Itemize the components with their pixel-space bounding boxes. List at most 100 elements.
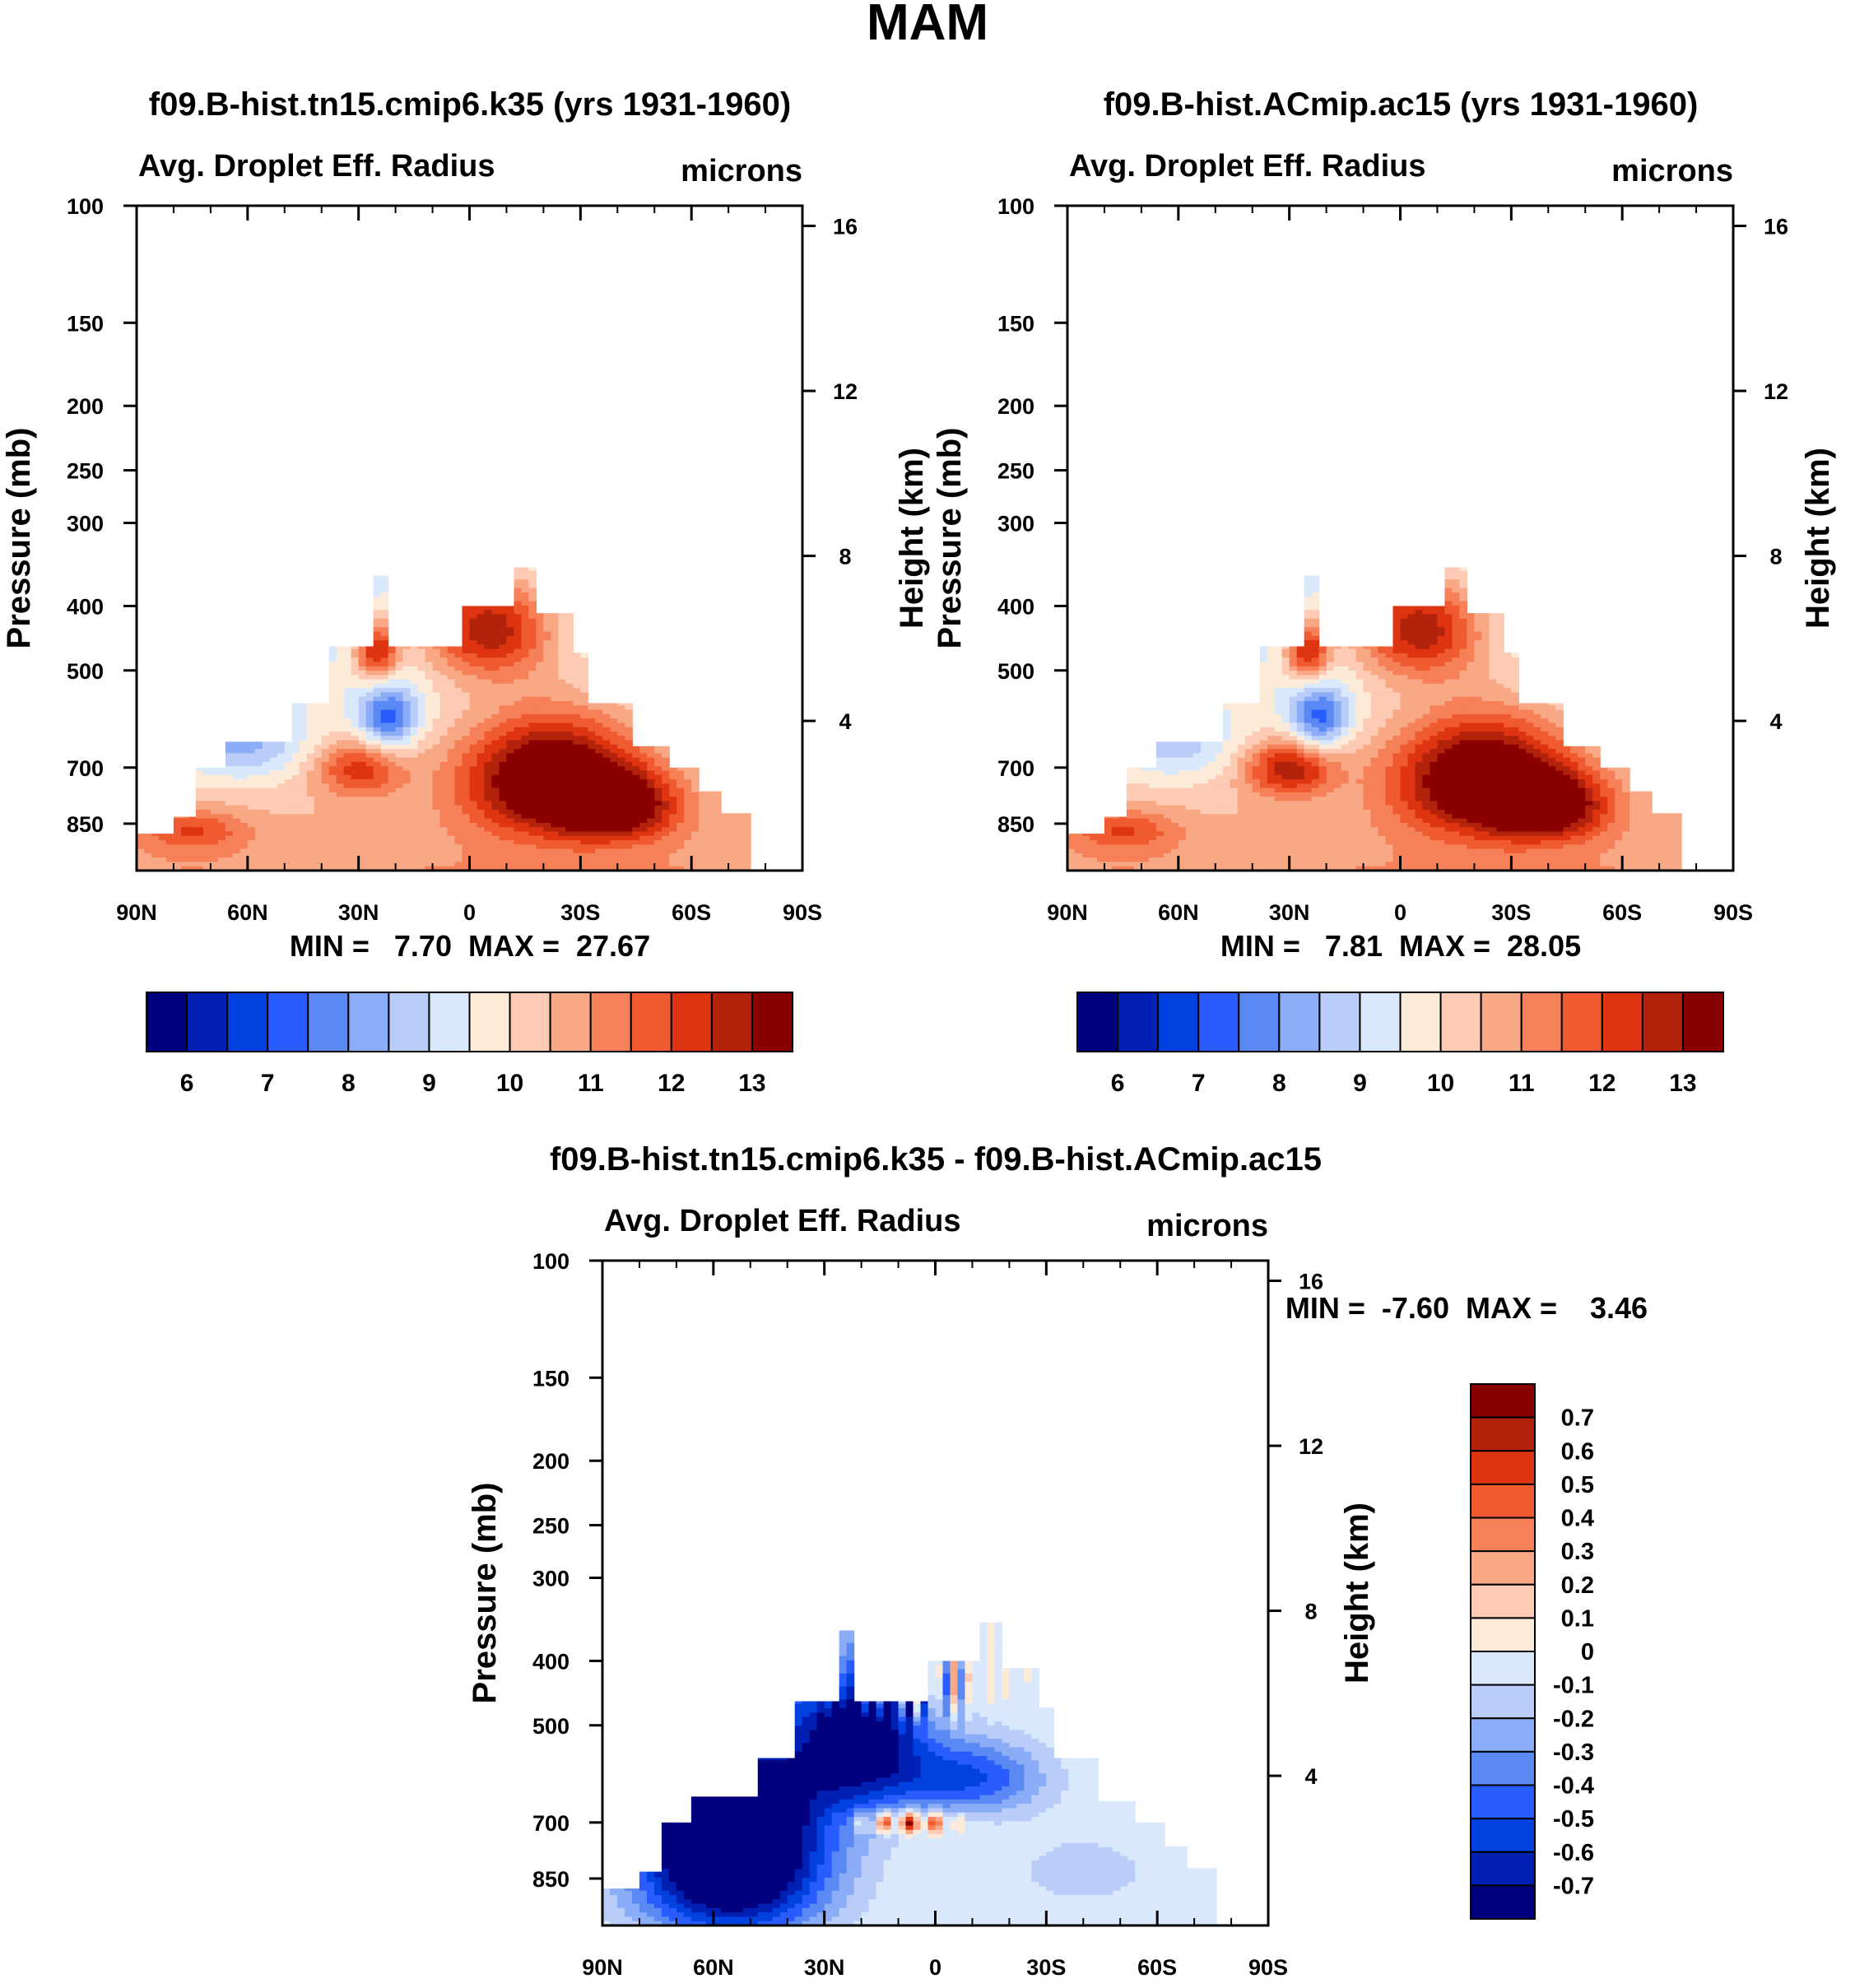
heatmap-cell	[1348, 736, 1357, 741]
heatmap-cell	[499, 671, 508, 676]
heatmap-cell	[1111, 816, 1120, 820]
heatmap-cell	[536, 757, 544, 763]
heatmap-cell	[358, 683, 367, 689]
heatmap-cell	[654, 852, 662, 858]
heatmap-cell	[462, 644, 471, 650]
heatmap-cell	[232, 814, 241, 820]
heatmap-cell	[1370, 827, 1379, 833]
heatmap-cell	[1355, 792, 1365, 797]
heatmap-cell	[1170, 862, 1179, 867]
heatmap-cell	[1363, 705, 1372, 711]
heatmap-cell	[351, 657, 360, 663]
heatmap-cell	[565, 844, 574, 850]
heatmap-cell	[1163, 866, 1172, 871]
heatmap-cell	[291, 797, 300, 802]
heatmap-cell	[1230, 862, 1239, 867]
heatmap-cell	[314, 703, 323, 706]
heatmap-cell	[639, 818, 648, 824]
heatmap-cell	[1244, 774, 1253, 780]
heatmap-cell	[565, 644, 574, 650]
heatmap-cell	[521, 671, 530, 676]
heatmap-cell	[669, 770, 677, 776]
heatmap-cell	[1385, 852, 1394, 858]
heatmap-cell	[1133, 767, 1142, 772]
heatmap-cell	[321, 827, 330, 833]
colorbar-box	[751, 992, 793, 1052]
heatmap-cell	[1304, 671, 1313, 676]
heatmap-cell	[262, 805, 271, 811]
heatmap-cell	[551, 797, 559, 802]
heatmap-cell	[491, 722, 500, 728]
heatmap-cell	[1133, 844, 1142, 850]
heatmap-cell	[262, 749, 271, 755]
heatmap-cell	[1096, 848, 1105, 854]
heatmap-cell	[195, 814, 204, 820]
heatmap-cell	[1296, 761, 1305, 767]
heatmap-cell	[1230, 852, 1239, 858]
heatmap-cell	[277, 741, 286, 746]
heatmap-cell	[1355, 653, 1365, 658]
heatmap-cell	[336, 646, 345, 650]
heatmap-cell	[284, 822, 293, 828]
heatmap-cell	[262, 744, 271, 750]
heatmap-cell	[217, 774, 226, 780]
heatmap-cell	[291, 835, 300, 841]
heatmap-cell	[477, 787, 486, 793]
heatmap-cell	[595, 761, 603, 767]
heatmap-cell	[469, 713, 478, 719]
heatmap-cell	[1311, 822, 1320, 828]
heatmap-cell	[462, 805, 471, 811]
heatmap-cell	[1267, 814, 1276, 820]
heatmap-cell	[1118, 857, 1127, 863]
heatmap-cell	[580, 810, 588, 815]
heatmap-cell	[506, 679, 515, 685]
heatmap-cell	[180, 835, 189, 841]
heatmap-cell	[262, 810, 271, 815]
heatmap-cell	[1385, 701, 1394, 706]
heatmap-cell	[1126, 779, 1135, 784]
heatmap-cell	[521, 757, 530, 763]
heatmap-cell	[217, 852, 226, 858]
heatmap-cell	[1207, 862, 1216, 867]
heatmap-cell	[380, 601, 389, 606]
heatmap-cell	[417, 671, 426, 676]
heatmap-cell	[699, 840, 707, 845]
heatmap-cell	[1318, 749, 1327, 755]
heatmap-cell	[1296, 662, 1305, 667]
heatmap-cell	[565, 662, 574, 667]
heatmap-cell	[625, 857, 633, 863]
heatmap-cell	[254, 857, 263, 863]
heatmap-cell	[1163, 857, 1172, 863]
heatmap-cell	[558, 857, 566, 863]
heatmap-cell	[514, 705, 523, 711]
heatmap-cell	[269, 810, 278, 815]
heatmap-cell	[328, 827, 337, 833]
heatmap-cell	[558, 866, 566, 871]
heatmap-cell	[1304, 831, 1313, 837]
heatmap-cell	[1281, 779, 1290, 784]
heatmap-cell	[1318, 653, 1327, 658]
heatmap-cell	[1333, 666, 1342, 671]
heatmap-cell	[588, 753, 596, 759]
heatmap-cell	[1170, 857, 1179, 863]
heatmap-cell	[1311, 709, 1320, 715]
heatmap-cell	[1215, 749, 1224, 755]
heatmap-cell	[514, 583, 523, 589]
heatmap-cell	[491, 727, 500, 732]
heatmap-cell	[1348, 801, 1357, 806]
heatmap-cell	[262, 783, 271, 789]
heatmap-cell	[728, 866, 737, 871]
heatmap-cell	[417, 683, 426, 689]
heatmap-cell	[484, 783, 493, 789]
heatmap-cell	[1185, 810, 1194, 815]
heatmap-cell	[380, 722, 389, 728]
heatmap-cell	[714, 835, 722, 841]
heatmap-cell	[528, 797, 537, 802]
heatmap-cell	[1289, 757, 1298, 763]
heatmap-cell	[1355, 657, 1365, 663]
heatmap-cell	[1274, 722, 1283, 728]
heatmap-cell	[610, 718, 618, 724]
heatmap-cell	[1326, 866, 1335, 871]
heatmap-cell	[380, 622, 389, 628]
heatmap-cell	[1363, 866, 1372, 871]
